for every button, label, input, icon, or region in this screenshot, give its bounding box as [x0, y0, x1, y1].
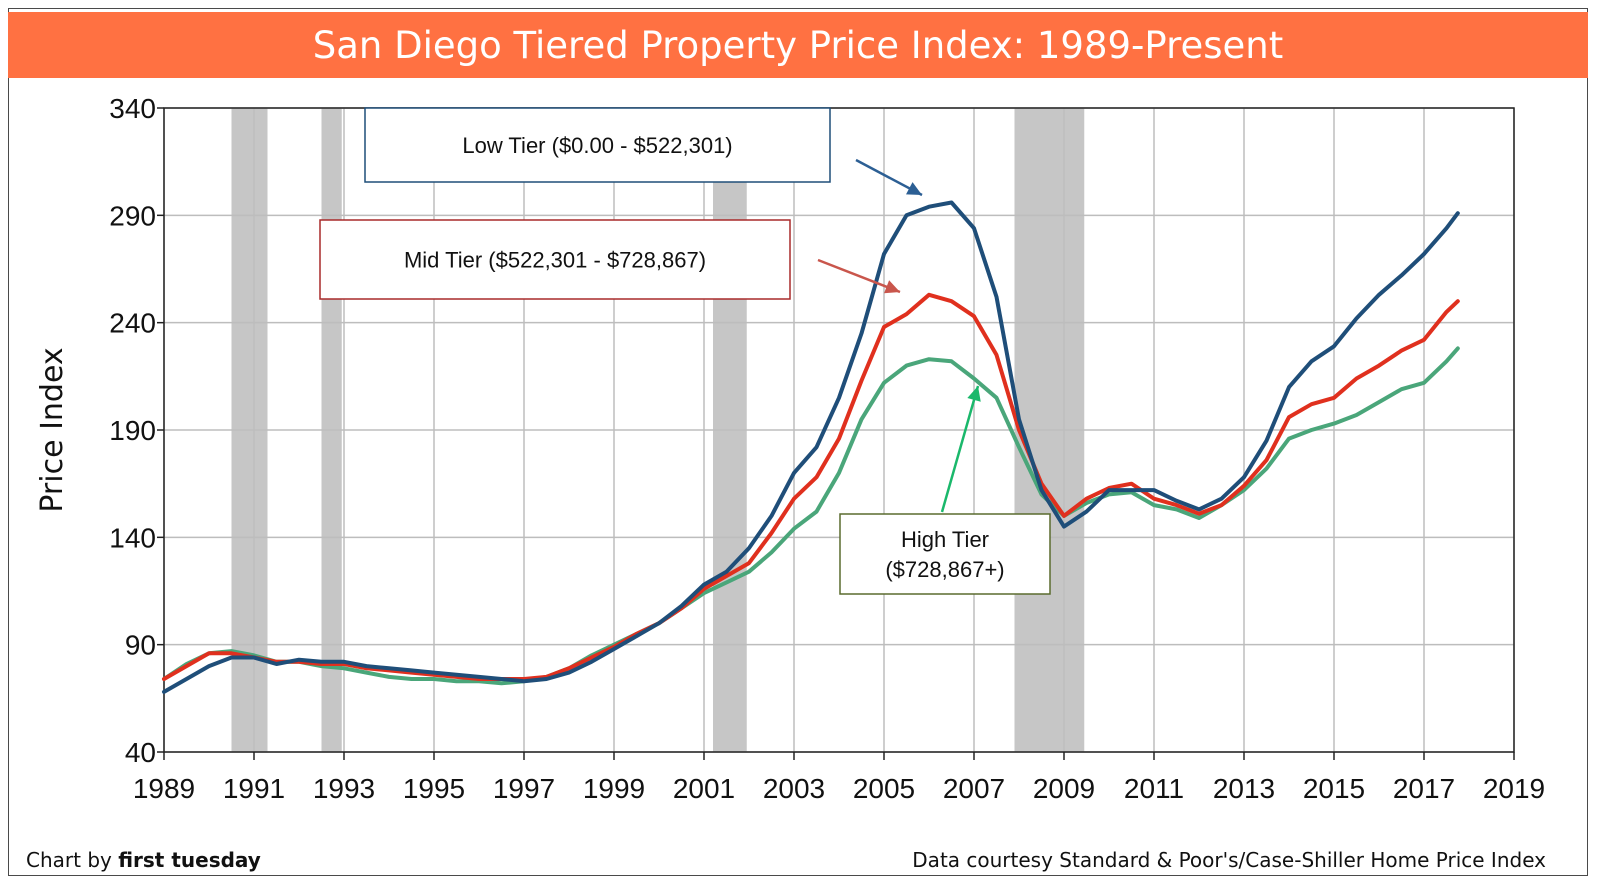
y-tick-label: 190	[109, 415, 156, 446]
x-tick-label: 2009	[1033, 773, 1095, 804]
series-line	[162, 292, 1460, 681]
chart-frame	[8, 8, 1588, 876]
x-tick-label: 2007	[943, 773, 1005, 804]
annotation-arrowhead	[967, 386, 981, 402]
x-tick-label: 2015	[1303, 773, 1365, 804]
x-tick-label: 1989	[133, 773, 195, 804]
credit-brand: first tuesday	[118, 848, 261, 872]
x-tick-label: 2019	[1483, 773, 1545, 804]
x-tick-label: 1995	[403, 773, 465, 804]
annotation-arrowhead	[884, 280, 900, 294]
x-tick-label: 2013	[1213, 773, 1275, 804]
annotation-label: Mid Tier ($522,301 - $728,867)	[404, 248, 706, 273]
x-axis-tick-labels: 1989 1991 1993 1995 1997 1999 2001 2003 2005 2007…	[133, 752, 1545, 804]
y-tick-label: 340	[109, 93, 156, 124]
series-lines	[162, 200, 1460, 694]
x-tick-label: 2003	[763, 773, 825, 804]
y-tick-label: 140	[109, 522, 156, 553]
y-tick-label: 290	[109, 200, 156, 231]
chart-credit: Chart by first tuesday	[26, 848, 261, 872]
x-tick-label: 2001	[673, 773, 735, 804]
y-tick-label: 240	[109, 308, 156, 339]
annotation-box	[319, 219, 791, 300]
x-tick-label: 2017	[1393, 773, 1455, 804]
series-line	[162, 346, 1460, 686]
x-tick-label: 1999	[583, 773, 645, 804]
annotation-box	[839, 513, 1051, 595]
annotation: Low Tier ($0.00 - $522,301)	[364, 107, 923, 197]
annotation-arrow	[817, 258, 901, 294]
data-source-credit: Data courtesy Standard & Poor's/Case-Shi…	[912, 848, 1546, 872]
annotation-arrow	[940, 385, 980, 513]
annotation-label: ($728,867+)	[885, 557, 1004, 582]
annotation: High Tier ($728,867+)	[839, 385, 1051, 595]
annotation-arrowhead	[906, 182, 922, 195]
x-tick-label: 2011	[1124, 773, 1184, 804]
annotation-box	[364, 107, 831, 183]
annotation-label: High Tier	[901, 527, 989, 552]
x-tick-label: 1991	[223, 773, 285, 804]
y-axis-tick-labels: 40 90 140 190 240 290 340	[109, 93, 164, 768]
credit-prefix: Chart by	[26, 848, 119, 872]
series-line	[162, 200, 1460, 694]
y-axis-label: Price Index	[35, 347, 70, 512]
annotation: Mid Tier ($522,301 - $728,867)	[319, 219, 901, 300]
chart-title: San Diego Tiered Property Price Index: 1…	[312, 23, 1284, 67]
x-tick-label: 1997	[493, 773, 555, 804]
annotations: Low Tier ($0.00 - $522,301) Mid Tier ($52…	[319, 107, 1051, 595]
x-tick-label: 1993	[313, 773, 375, 804]
x-tick-label: 2005	[853, 773, 915, 804]
title-bar: San Diego Tiered Property Price Index: 1…	[8, 12, 1588, 78]
y-tick-label: 90	[125, 630, 156, 661]
y-tick-label: 40	[125, 737, 156, 768]
annotation-label: Low Tier ($0.00 - $522,301)	[462, 133, 732, 158]
